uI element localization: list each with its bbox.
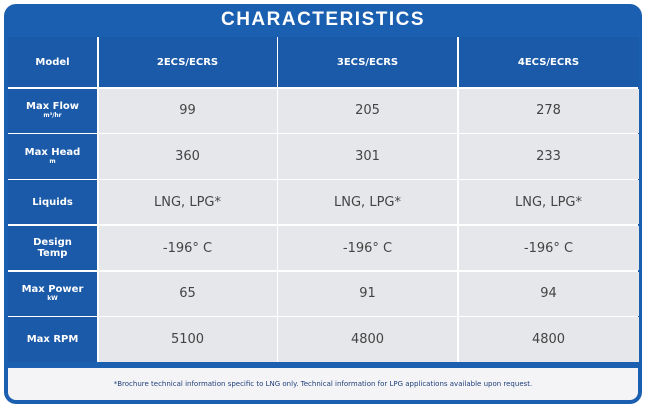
value-cell: 360 bbox=[98, 134, 277, 179]
value-cell: 4800 bbox=[278, 317, 457, 362]
row-label: Liquids bbox=[8, 180, 97, 225]
value-cell: 5100 bbox=[98, 317, 277, 362]
header-cell: Model bbox=[8, 37, 97, 87]
table: Model 2ECS/ECRS 3ECS/ECRS 4ECS/ECRS Max Flow… bbox=[8, 37, 639, 362]
row-label-text: Max Flow bbox=[26, 101, 79, 113]
header-cell: 4ECS/ECRS bbox=[458, 37, 639, 87]
row-unit: m³/hr bbox=[43, 112, 62, 120]
row-label: Design Temp bbox=[8, 225, 97, 271]
value-cell: 65 bbox=[98, 271, 277, 316]
value-cell: LNG, LPG* bbox=[98, 180, 277, 225]
value-cell: 94 bbox=[458, 271, 639, 316]
title: CHARACTERISTICS bbox=[220, 9, 426, 30]
characteristics-card: CHARACTERISTICS Model 2ECS/ECRS 3ECS/ECRS 4… bbox=[4, 4, 642, 404]
value-cell: 205 bbox=[278, 88, 457, 133]
row-label: Max Power kW bbox=[8, 271, 97, 316]
value-cell: 301 bbox=[278, 134, 457, 179]
header-cell: 2ECS/ECRS bbox=[98, 37, 277, 87]
value-cell: 4800 bbox=[458, 317, 639, 362]
row-label-text: Max Head bbox=[24, 146, 81, 158]
row-label-text: Max Power bbox=[21, 284, 84, 296]
row-label-text: Design Temp bbox=[33, 237, 72, 260]
value-cell: -196° C bbox=[98, 225, 277, 271]
value-cell: 278 bbox=[458, 88, 639, 133]
row-label: Max RPM bbox=[8, 317, 97, 362]
value-cell: LNG, LPG* bbox=[278, 180, 457, 225]
value-cell: -196° C bbox=[458, 225, 639, 271]
value-cell: -196° C bbox=[278, 225, 457, 271]
row-unit: kW bbox=[47, 295, 58, 303]
row-label-text: Max RPM bbox=[26, 334, 79, 346]
footnote: *Brochure technical information specific… bbox=[8, 368, 638, 400]
value-cell: 233 bbox=[458, 134, 639, 179]
value-cell: 99 bbox=[98, 88, 277, 133]
value-cell: LNG, LPG* bbox=[458, 180, 639, 225]
row-label: Max Head m bbox=[8, 134, 97, 179]
row-unit: m bbox=[49, 157, 56, 165]
row-label: Max Flow m³/hr bbox=[8, 88, 97, 133]
row-label-text: Liquids bbox=[32, 196, 73, 208]
header-cell: 3ECS/ECRS bbox=[278, 37, 457, 87]
value-cell: 91 bbox=[278, 271, 457, 316]
